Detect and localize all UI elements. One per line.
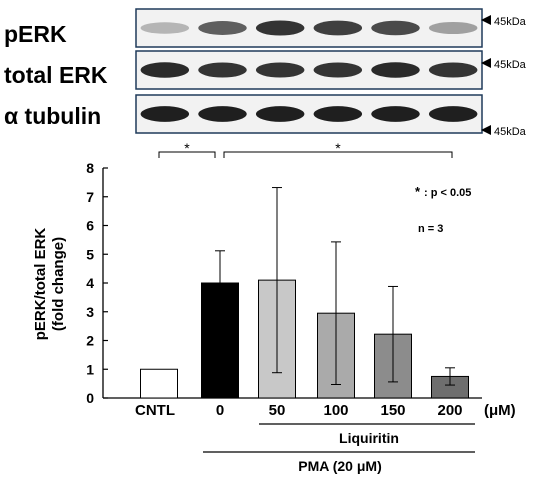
blot-band-perk-2 [198, 21, 247, 35]
blot-band-perk-1 [140, 22, 190, 34]
sig-bracket-1 [158, 151, 216, 158]
blot-band-total-erk-3 [255, 62, 305, 78]
blot-band-total-erk-2 [198, 62, 247, 78]
blot-band-perk-4 [313, 20, 363, 36]
sig-bracket-2 [223, 151, 453, 158]
y-tick-label-5: 5 [86, 246, 94, 262]
y-tick-label-1: 1 [86, 361, 94, 377]
bar-CNTL [140, 368, 178, 399]
blot-band-tubulin-6 [428, 106, 478, 122]
x-tick-label-200: 200 [437, 402, 462, 419]
marker-label-total-erk: 45kDa [494, 59, 527, 71]
blot-band-tubulin-2 [198, 106, 247, 122]
blot-band-tubulin-3 [255, 106, 305, 122]
marker-label-perk: 45kDa [494, 16, 527, 28]
y-tick-label-8: 8 [86, 160, 94, 176]
y-axis-title-line1: pERK/total ERK [32, 228, 49, 341]
annotation-p-value: : p < 0.05 [424, 187, 471, 199]
marker-label-tubulin: 45kDa [494, 126, 527, 138]
blot-label-total-erk: total ERK [4, 62, 108, 88]
x-tick-label-CNTL: CNTL [135, 402, 175, 419]
annotation-n: n = 3 [418, 223, 443, 235]
blot-panel-total-erk [135, 50, 483, 90]
blot-panel-tubulin [135, 94, 483, 134]
bar-chart: 0 1 2 3 4 5 6 7 8 CNTL 0 50 100 150 200 [86, 160, 482, 419]
x-tick-label-100: 100 [323, 402, 348, 419]
blot-band-perk-5 [371, 20, 420, 36]
blot-panel-perk [135, 8, 483, 48]
blot-band-total-erk-5 [371, 62, 420, 78]
error-bars [215, 187, 455, 386]
blot-panels [135, 8, 483, 134]
sig-mark-1: * [184, 140, 190, 156]
y-axis-title: pERK/total ERK (fold change) [32, 228, 67, 341]
x-tick-label-150: 150 [380, 402, 405, 419]
blot-band-total-erk-4 [313, 62, 363, 78]
y-tick-label-0: 0 [86, 390, 94, 406]
x-tick-label-50: 50 [269, 402, 286, 419]
blot-band-perk-3 [255, 20, 305, 36]
blot-band-tubulin-4 [313, 106, 363, 122]
y-tick-label-3: 3 [86, 304, 94, 320]
marker-arrow-tubulin [481, 125, 491, 135]
blot-label-tubulin: α tubulin [4, 103, 101, 129]
blot-band-total-erk-1 [140, 62, 190, 78]
blot-band-tubulin-1 [140, 106, 190, 122]
annotation-star: * [415, 184, 421, 199]
y-tick-label-6: 6 [86, 218, 94, 234]
x-tick-labels: CNTL 0 50 100 150 200 [135, 402, 463, 419]
bars [140, 279, 469, 399]
blot-band-tubulin-5 [371, 106, 420, 122]
x-unit-label: (μM) [484, 402, 516, 419]
blot-band-total-erk-6 [428, 62, 478, 78]
blot-label-perk: pERK [4, 21, 67, 47]
pma-label: PMA (20 μM) [298, 458, 382, 474]
blot-band-perk-6 [428, 21, 478, 35]
y-axis-title-line2: (fold change) [50, 237, 67, 331]
y-tick-label-4: 4 [86, 275, 94, 291]
marker-arrow-perk [481, 15, 491, 25]
liquiritin-label: Liquiritin [339, 430, 399, 446]
x-tick-label-0: 0 [216, 402, 224, 419]
sig-mark-2: * [335, 140, 341, 156]
y-tick-label-7: 7 [86, 189, 94, 205]
y-tick-label-2: 2 [86, 333, 94, 349]
marker-arrow-total-erk [481, 58, 491, 68]
